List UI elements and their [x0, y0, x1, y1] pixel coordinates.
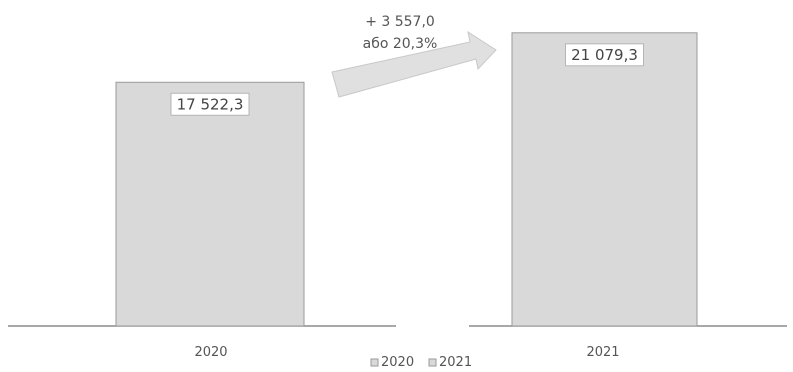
legend-swatch-2020	[370, 358, 379, 367]
data-label-box-2021	[565, 43, 644, 67]
legend: 2020 2021	[370, 355, 472, 370]
growth-arrow	[331, 30, 497, 98]
bar-layer: 17 522,3 21 079,3	[115, 32, 698, 327]
growth-arrow-shape	[331, 30, 497, 98]
x-tick-label-2020: 2020	[194, 345, 227, 360]
data-label-2021: 21 079,3	[571, 46, 638, 64]
growth-annotation-absolute: + 3 557,0	[365, 14, 435, 30]
x-tick-label-2021: 2021	[586, 345, 619, 360]
growth-annotation-percent: або 20,3%	[363, 36, 438, 52]
legend-label-2020: 2020	[381, 355, 414, 370]
legend-label-2021: 2021	[439, 355, 472, 370]
data-label-2020: 17 522,3	[177, 95, 244, 113]
data-label-box-2020	[170, 92, 250, 116]
legend-swatch-2021	[428, 358, 437, 367]
bar-2020	[115, 81, 305, 327]
bar-2021	[511, 32, 698, 327]
